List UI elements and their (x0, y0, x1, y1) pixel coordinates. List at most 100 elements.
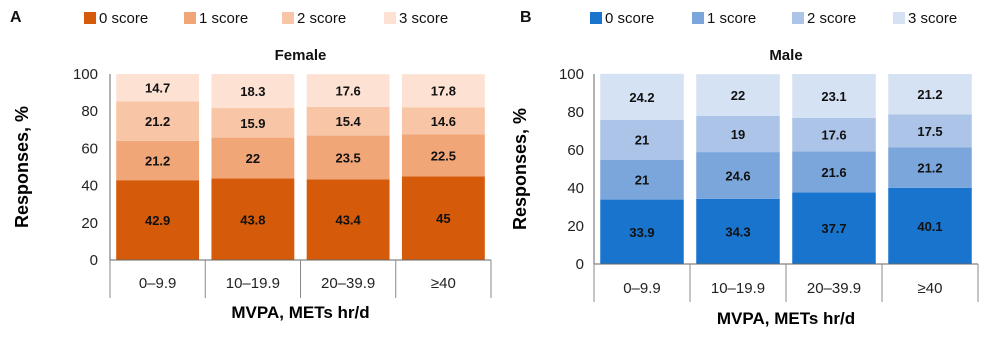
y-axis: 0 20 40 60 80 100 Responses, % (510, 66, 584, 273)
legend-swatch (282, 12, 294, 24)
data-label: 34.3 (725, 224, 750, 239)
bar-segment (600, 119, 684, 160)
legend-swatch (590, 12, 602, 24)
legend-swatch (692, 12, 704, 24)
y-tick-label: 60 (567, 142, 584, 159)
bar-segment (116, 180, 200, 260)
data-label: 19 (731, 127, 745, 142)
legend-label: 1 score (707, 10, 756, 27)
y-tick-label: 20 (81, 215, 98, 232)
chart-title: Female (275, 47, 327, 64)
bar-segment (696, 74, 780, 116)
panel-b: B 0 score 1 score 2 score 3 score Male 0 20 40 60… (510, 9, 979, 328)
bar-segment (600, 159, 684, 200)
x-tick-label: 10–19.9 (711, 280, 765, 297)
x-tick-label: 10–19.9 (226, 275, 280, 292)
bar-segment (888, 114, 972, 148)
bar-segment (888, 187, 972, 264)
legend-item: 2 score (282, 10, 346, 27)
bar-segment (211, 74, 295, 109)
data-label: 15.4 (335, 114, 361, 129)
legend-swatch (792, 12, 804, 24)
bar-segment (306, 74, 390, 107)
data-label: 45 (436, 211, 450, 226)
bar-segment (888, 147, 972, 188)
panel-a: A 0 score 1 score 2 score 3 score Female 0 20 40… (10, 9, 492, 322)
data-label: 22 (246, 151, 260, 166)
data-label: 40.1 (917, 219, 942, 234)
bar-segment (792, 192, 876, 264)
y-tick-label: 0 (90, 252, 98, 269)
y-tick-label: 60 (81, 140, 98, 157)
data-label: 17.8 (431, 84, 456, 99)
legend-label: 2 score (807, 10, 856, 27)
data-label: 43.8 (240, 212, 265, 227)
data-label: 33.9 (629, 225, 654, 240)
bar-segment (696, 115, 780, 153)
data-label: 21 (635, 173, 649, 188)
y-tick-label: 100 (73, 66, 98, 83)
legend-item: 0 score (590, 10, 654, 27)
x-tick-label: ≥40 (918, 280, 943, 297)
chart-title: Male (769, 47, 802, 64)
x-axis: 0–9.9 10–19.9 20–39.9 ≥40 MVPA, METs hr/d (593, 74, 979, 328)
bar-segment (792, 74, 876, 118)
data-label: 43.4 (335, 213, 361, 228)
legend-label: 0 score (605, 10, 654, 27)
bar-segment (401, 107, 485, 135)
x-tick-label: 0–9.9 (139, 275, 177, 292)
bars: 42.9 21.2 21.2 14.7 43.8 22 15.9 18.3 43.4 23.5 15… (116, 74, 485, 260)
data-label: 37.7 (821, 221, 846, 236)
legend-swatch (184, 12, 196, 24)
data-label: 17.6 (335, 84, 360, 99)
data-label: 21 (635, 133, 649, 148)
data-label: 42.9 (145, 213, 170, 228)
legend-label: 1 score (199, 10, 248, 27)
data-label: 15.9 (240, 116, 265, 131)
y-axis: 0 20 40 60 80 100 Responses, % (12, 66, 98, 269)
y-tick-label: 0 (576, 256, 584, 273)
bar-segment (211, 137, 295, 179)
bar-segment (401, 176, 485, 260)
data-label: 21.2 (145, 114, 170, 129)
data-label: 17.5 (917, 124, 942, 139)
legend-item: 3 score (384, 10, 448, 27)
x-tick-label: 20–39.9 (807, 280, 861, 297)
bar-segment (600, 73, 684, 120)
x-axis-title: MVPA, METs hr/d (717, 309, 855, 328)
data-label: 14.6 (431, 114, 456, 129)
data-label: 18.3 (240, 84, 265, 99)
legend-item: 0 score (84, 10, 148, 27)
x-axis-title: MVPA, METs hr/d (231, 303, 369, 322)
bar-segment (116, 74, 200, 102)
data-label: 23.1 (821, 89, 846, 104)
bar-segment (792, 117, 876, 152)
panel-letter: B (520, 9, 532, 26)
legend-label: 2 score (297, 10, 346, 27)
legend-label: 3 score (908, 10, 957, 27)
data-label: 21.6 (821, 165, 846, 180)
legend-item: 3 score (893, 10, 957, 27)
legend-swatch (384, 12, 396, 24)
legend: 0 score 1 score 2 score 3 score (84, 10, 448, 27)
data-label: 17.6 (821, 128, 846, 143)
x-tick-label: 0–9.9 (623, 280, 661, 297)
bar-segment (306, 179, 390, 260)
bar-segment (792, 151, 876, 193)
data-label: 24.6 (725, 168, 750, 183)
bar-segment (696, 152, 780, 199)
legend-swatch (84, 12, 96, 24)
y-axis-title: Responses, % (12, 106, 32, 228)
data-label: 21.2 (917, 161, 942, 176)
y-axis-title: Responses, % (510, 108, 530, 230)
bar-segment (211, 108, 295, 138)
panel-letter: A (10, 9, 22, 26)
legend-swatch (893, 12, 905, 24)
legend-item: 2 score (792, 10, 856, 27)
data-label: 21.2 (917, 87, 942, 102)
legend-label: 0 score (99, 10, 148, 27)
bar-segment (306, 135, 390, 180)
bar-segment (600, 199, 684, 264)
bars: 33.9 21 21 24.2 34.3 24.6 19 22 37.7 21.6 17.6 23.1… (600, 73, 972, 264)
bar-segment (401, 74, 485, 108)
